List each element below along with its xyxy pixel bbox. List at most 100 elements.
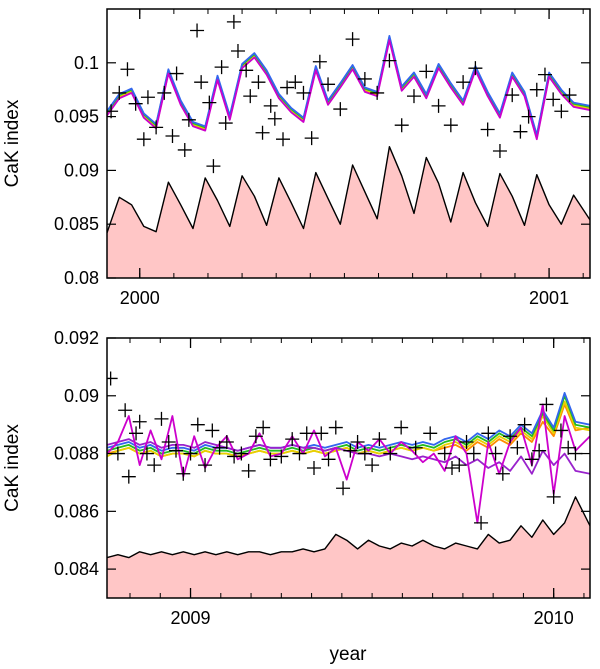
series-orange-line: [107, 38, 590, 140]
y-tick-label: 0.085: [54, 214, 99, 234]
observation-point: [554, 104, 569, 119]
observation-point: [365, 458, 380, 473]
observation-point: [183, 446, 198, 461]
observation-point: [212, 440, 227, 455]
observation-point: [227, 449, 242, 464]
observation-point: [241, 463, 256, 478]
observation-point: [296, 85, 311, 100]
observation-point: [214, 60, 229, 75]
observation-point: [285, 432, 300, 447]
observation-point: [370, 85, 385, 100]
observation-point: [198, 458, 213, 473]
observation-point: [336, 481, 351, 496]
observation-point: [443, 118, 458, 133]
observation-point: [437, 446, 452, 461]
observation-point: [510, 440, 525, 455]
plot-area: [107, 14, 590, 278]
observation-point: [328, 420, 343, 435]
observation-point: [234, 446, 249, 461]
observation-point: [206, 159, 221, 174]
observation-point: [304, 131, 319, 146]
observation-point: [423, 426, 438, 441]
filled-baseline-line: [107, 496, 590, 559]
observation-point: [312, 54, 327, 69]
y-tick-label: 0.08: [64, 268, 99, 288]
observation-point: [492, 144, 507, 159]
observation-point: [357, 71, 372, 86]
observation-point: [372, 432, 387, 447]
observation-point: [408, 440, 423, 455]
observation-point: [468, 61, 483, 76]
observation-point: [459, 435, 474, 449]
observation-point: [107, 104, 119, 119]
plot-frame: [106, 337, 591, 599]
observation-point: [251, 75, 266, 90]
observation-point: [118, 403, 133, 418]
observation-point: [321, 77, 336, 92]
observation-point: [107, 371, 118, 386]
observation-point: [161, 435, 176, 449]
observation-point: [218, 116, 233, 131]
observation-point: [488, 446, 503, 461]
observation-point: [132, 414, 147, 429]
observation-point: [445, 461, 459, 475]
observation-point: [466, 446, 481, 461]
observation-point: [307, 461, 321, 475]
y-axis-label: CaK index: [2, 424, 23, 512]
y-tick-label: 0.09: [64, 386, 99, 406]
observation-point: [529, 82, 544, 97]
observation-point: [202, 95, 217, 110]
observation-point: [321, 452, 336, 467]
bottom-panel: 0.084 0.086 0.088 0.09 0.092 2009 2010 CaK inde…: [2, 328, 591, 628]
observation-point: [205, 423, 220, 438]
observation-point: [136, 132, 151, 147]
observation-point: [299, 426, 314, 441]
x-tick-label: 2009: [171, 608, 211, 628]
top-panel: 0.08 0.085 0.09 0.095 0.1 2000 2001 CaK index: [2, 8, 591, 308]
observation-point: [568, 446, 583, 461]
observation-point: [112, 85, 127, 100]
plot-area: [107, 371, 590, 598]
observation-point: [505, 88, 520, 103]
observation-point: [248, 429, 263, 444]
observation-point: [561, 440, 576, 455]
observation-point: [128, 96, 143, 111]
observation-point: [256, 420, 271, 435]
series-yellow-line: [107, 400, 590, 458]
plot-frame: [106, 8, 591, 279]
observation-point: [149, 120, 164, 135]
series-magenta-line: [107, 39, 590, 141]
observation-point: [120, 62, 135, 77]
observation-point: [219, 435, 234, 449]
x-tick-label: 2010: [534, 608, 574, 628]
observation-point: [157, 85, 172, 100]
observation-point: [190, 23, 205, 38]
observation-point: [481, 426, 496, 441]
observation-point: [452, 458, 467, 473]
observation-point: [226, 14, 241, 29]
observation-point: [263, 452, 278, 467]
observation-point: [495, 466, 510, 481]
series-blue-line: [107, 391, 590, 452]
observation-point: [314, 426, 329, 441]
observation-point: [537, 67, 552, 82]
observation-point: [456, 75, 471, 90]
observation-point: [147, 458, 162, 473]
observation-point: [524, 452, 539, 467]
series-yellow-line: [107, 37, 590, 138]
observation-point: [480, 122, 495, 137]
y-tick-label: 0.095: [54, 107, 99, 127]
observation-point: [181, 112, 196, 127]
observation-point: [333, 102, 348, 117]
observation-point: [562, 88, 577, 103]
observation-point: [406, 89, 421, 104]
observation-point: [350, 435, 365, 449]
baseline-fill: [107, 146, 590, 278]
observation-point: [343, 443, 358, 458]
observation-point: [513, 124, 528, 139]
observation-point: [394, 420, 409, 435]
series-blue-line: [107, 35, 590, 136]
observation-point: [419, 64, 434, 79]
baseline-fill: [107, 496, 590, 598]
